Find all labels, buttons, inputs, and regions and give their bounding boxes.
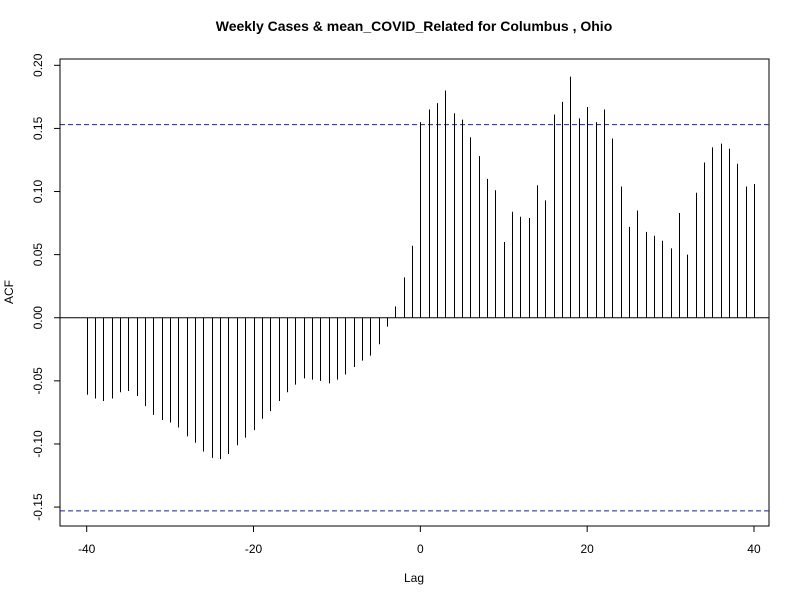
- x-tick-label: -20: [245, 542, 263, 556]
- y-tick-label: -0.15: [31, 493, 45, 521]
- confidence-bounds: [60, 124, 769, 512]
- y-tick-label: 0.05: [31, 243, 45, 267]
- y-tick-label: 0.00: [31, 306, 45, 330]
- x-tick-label: 0: [417, 542, 424, 556]
- y-tick-label: 0.20: [31, 53, 45, 77]
- chart-title: Weekly Cases & mean_COVID_Related for Co…: [216, 18, 613, 34]
- x-axis-label: Lag: [404, 571, 424, 585]
- x-axis: -40 -20 0 20 40: [78, 525, 761, 556]
- x-tick-label: 20: [580, 542, 594, 556]
- x-tick-label: -40: [78, 542, 96, 556]
- x-tick-label: 40: [747, 542, 761, 556]
- y-tick-label: 0.10: [31, 180, 45, 204]
- y-tick-label: -0.10: [31, 430, 45, 458]
- y-tick-label: -0.05: [31, 367, 45, 395]
- y-axis: -0.15 -0.10 -0.05 0.00 0.05 0.10 0.15 0.20: [31, 53, 61, 521]
- acf-bars: [87, 76, 755, 460]
- y-tick-label: 0.15: [31, 116, 45, 140]
- y-axis-label: ACF: [2, 280, 16, 304]
